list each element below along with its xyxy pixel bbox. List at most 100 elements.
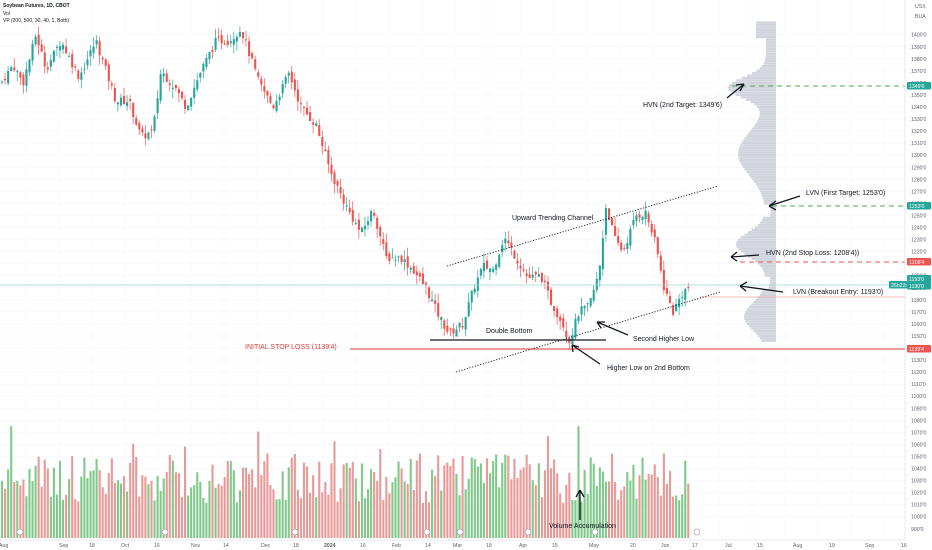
candle-body bbox=[74, 66, 77, 68]
profile-bar bbox=[750, 175, 776, 178]
volume-bar bbox=[34, 465, 37, 538]
candle-body bbox=[110, 83, 113, 86]
candle-body bbox=[662, 270, 665, 291]
profile-bar bbox=[769, 214, 776, 217]
volume-bar bbox=[415, 460, 418, 538]
time-tick: Aug bbox=[0, 543, 8, 549]
event-marker-icon bbox=[456, 528, 464, 536]
volume-bar bbox=[80, 476, 83, 538]
profile-bar bbox=[753, 180, 776, 183]
volume-bar bbox=[150, 480, 153, 538]
volume-profile bbox=[727, 21, 776, 342]
candle-body bbox=[293, 79, 296, 91]
price-tick: 1050'0 bbox=[911, 454, 927, 460]
candle-body bbox=[113, 87, 116, 102]
price-candles bbox=[1, 26, 690, 350]
candle-body bbox=[467, 302, 470, 317]
profile-bar bbox=[756, 31, 776, 34]
profile-bar bbox=[742, 166, 776, 169]
candle-body bbox=[254, 59, 257, 69]
candle-body bbox=[397, 256, 400, 258]
volume-bar bbox=[351, 461, 354, 538]
profile-bar bbox=[746, 74, 776, 77]
price-tick: 1120'0 bbox=[911, 370, 926, 376]
profile-bar bbox=[757, 334, 776, 338]
volume-bar bbox=[205, 502, 208, 538]
profile-bar bbox=[746, 308, 776, 311]
volume-bar bbox=[495, 454, 498, 538]
candle-body bbox=[25, 69, 28, 86]
price-scale[interactable]: USXBUA1400'01390'01380'01370'01360'01350… bbox=[904, 0, 932, 540]
symbol-title[interactable]: Soybean Futures, 1D, CBOT bbox=[3, 3, 70, 9]
candle-body bbox=[132, 103, 135, 117]
event-marker-icon bbox=[423, 528, 431, 536]
profile-bar bbox=[761, 339, 776, 342]
volume-bar bbox=[248, 473, 251, 538]
volume-bar bbox=[306, 466, 309, 538]
profile-bar bbox=[758, 117, 776, 121]
profile-bar bbox=[764, 202, 776, 205]
volume-bar bbox=[22, 479, 25, 538]
candle-body bbox=[495, 264, 498, 270]
volume-bar bbox=[238, 490, 241, 538]
profile-bar bbox=[759, 110, 776, 113]
candle-body bbox=[315, 123, 318, 126]
volume-bar bbox=[461, 455, 464, 538]
volume-bar bbox=[95, 458, 98, 538]
profile-bar bbox=[757, 120, 776, 123]
candle-body bbox=[229, 41, 232, 44]
candle-body bbox=[333, 172, 336, 185]
volume-legend[interactable]: Vol bbox=[3, 11, 10, 17]
volume-bar bbox=[614, 482, 617, 538]
volume-bar bbox=[217, 483, 220, 538]
candle-body bbox=[403, 259, 406, 263]
badge-stop2 bbox=[907, 258, 931, 266]
candle-body bbox=[10, 67, 13, 71]
volume-bar bbox=[367, 489, 370, 538]
volume-bar bbox=[559, 493, 562, 538]
profile-bar bbox=[757, 223, 776, 227]
profile-bar bbox=[738, 151, 776, 154]
candle-body bbox=[479, 268, 482, 276]
time-scale[interactable]: Aug Sep 18 Oct 16 Nov 14 Dec 18 2024 16 Feb 14 Mar 18 A… bbox=[0, 539, 907, 549]
candle-body bbox=[559, 316, 562, 321]
candle-body bbox=[421, 273, 424, 284]
candle-body bbox=[129, 99, 132, 102]
price-tick: 1230'0 bbox=[911, 238, 927, 244]
badge-last bbox=[907, 275, 931, 283]
volume-bar bbox=[489, 473, 492, 538]
volume-bar bbox=[659, 495, 662, 538]
candle-body bbox=[22, 74, 25, 86]
profile-bar bbox=[744, 315, 776, 318]
volume-bar bbox=[556, 473, 559, 538]
volume-bar bbox=[452, 458, 455, 538]
time-tick: 14 bbox=[223, 543, 229, 549]
volume-bar bbox=[101, 487, 104, 538]
time-tick: 16 bbox=[154, 543, 160, 549]
time-tick: 16 bbox=[360, 543, 366, 549]
profile-bar bbox=[752, 127, 776, 130]
volume-bar bbox=[644, 479, 647, 538]
volume-bar bbox=[455, 473, 458, 538]
price-tick: 1030'0 bbox=[911, 479, 927, 485]
candle-body bbox=[156, 98, 159, 114]
volume-bar bbox=[315, 497, 318, 538]
volume-bar bbox=[92, 470, 95, 538]
candle-body bbox=[501, 245, 504, 253]
candle-body bbox=[174, 84, 177, 89]
volume-bar bbox=[257, 431, 260, 538]
candle-body bbox=[528, 274, 531, 278]
profile-bar bbox=[731, 91, 776, 94]
candle-body bbox=[46, 67, 49, 70]
volume-profile-legend[interactable]: VP (200, 500, 30, 40, 1, Both) bbox=[3, 18, 70, 24]
candle-body bbox=[98, 41, 101, 56]
candle-body bbox=[226, 40, 229, 45]
candle-body bbox=[86, 59, 89, 66]
candle-body bbox=[19, 72, 22, 78]
candle-body bbox=[665, 288, 668, 294]
volume-bar bbox=[13, 482, 16, 538]
candle-body bbox=[202, 63, 205, 72]
candle-body bbox=[394, 259, 397, 261]
